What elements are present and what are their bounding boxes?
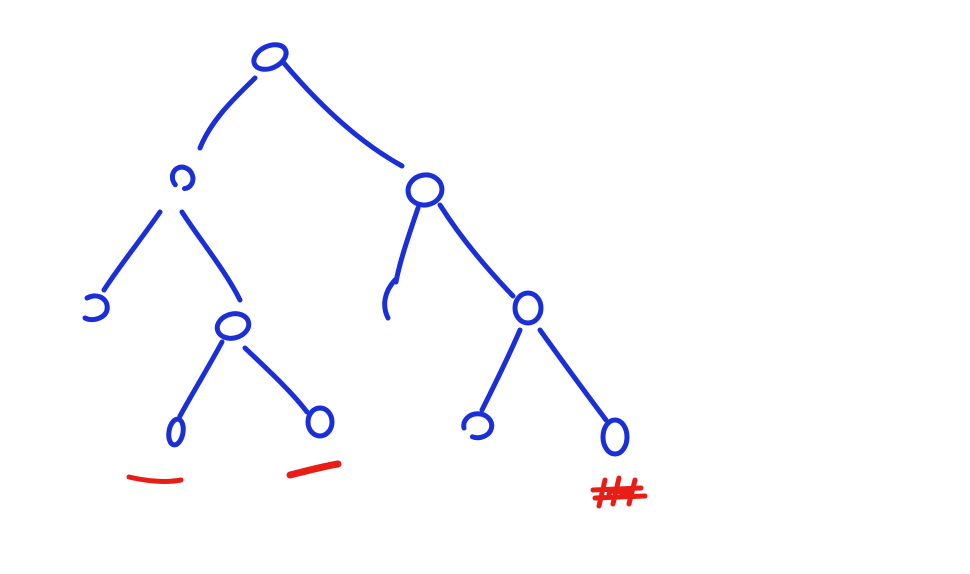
- node-left: [169, 164, 196, 192]
- edges-layer: [101, 59, 609, 423]
- edge-right-right-to-right-right-right: [537, 327, 609, 423]
- edge-root-to-left: [197, 75, 258, 151]
- node-right-right-left: [461, 411, 495, 441]
- node-left-right-right: [305, 405, 335, 439]
- edge-left-right-to-left-right-left: [177, 339, 225, 419]
- node-left-left: [82, 293, 110, 323]
- nodes-layer: [82, 42, 630, 457]
- node-right-left: [382, 277, 398, 321]
- node-left-right: [214, 311, 252, 341]
- edge-root-to-right: [280, 59, 405, 169]
- red-mark-under-left-right-left: [126, 474, 184, 484]
- edge-left-to-left-right: [179, 209, 243, 303]
- edge-right-to-right-left: [393, 205, 421, 285]
- edge-right-right-to-right-right-left: [479, 327, 523, 413]
- edge-left-right-to-left-right-right: [242, 345, 310, 415]
- node-root: [251, 42, 289, 72]
- edge-left-to-left-left: [101, 209, 163, 293]
- node-right-right-right: [600, 417, 630, 457]
- red-mark-under-left-right-right: [286, 460, 342, 479]
- node-left-right-left: [166, 416, 186, 448]
- annotation-marks-layer: [126, 460, 648, 509]
- node-right-right: [512, 290, 544, 326]
- edge-right-to-right-right: [437, 202, 516, 299]
- node-right: [405, 172, 445, 208]
- red-mark-under-right-right-right: [590, 475, 648, 509]
